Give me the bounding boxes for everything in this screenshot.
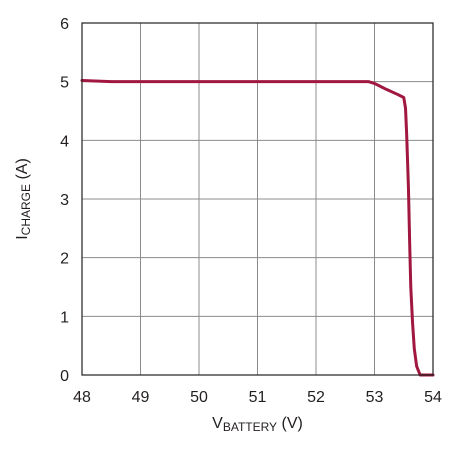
series-layer	[80, 78, 435, 377]
y-tick-label: 5	[60, 75, 69, 92]
x-tick-label: 53	[366, 389, 384, 406]
x-tick-label: 48	[73, 389, 91, 406]
y-tick-label: 6	[60, 16, 69, 33]
x-axis-label: VBATTERY (V)	[212, 415, 303, 434]
y-tick-labels: 0 1 2 3 4 5 6	[60, 16, 69, 385]
x-tick-label: 49	[132, 389, 150, 406]
y-axis-label-main: I	[14, 235, 31, 239]
x-tick-label: 51	[249, 389, 267, 406]
y-tick-label: 3	[60, 192, 69, 209]
x-axis-label-subscript: BATTERY	[223, 420, 277, 434]
y-axis-label: ICHARGE (A)	[14, 158, 33, 240]
y-tick-label: 1	[60, 309, 69, 326]
x-tick-label: 54	[424, 389, 442, 406]
plot-frame	[81, 22, 434, 376]
x-tick-labels: 48 49 50 51 52 53 54	[73, 389, 442, 406]
y-axis-label-subscript: CHARGE	[19, 184, 33, 235]
x-axis-label-unit: (V)	[277, 415, 303, 432]
y-tick-label: 0	[60, 368, 69, 385]
y-tick-label: 4	[60, 133, 69, 150]
charge-current-series-line	[80, 78, 435, 377]
x-axis-label-main: V	[212, 415, 223, 432]
x-tick-label: 52	[307, 389, 325, 406]
y-tick-label: 2	[60, 251, 69, 268]
y-axis-label-unit: (A)	[14, 158, 31, 184]
grid-lines	[82, 23, 433, 375]
x-tick-label: 50	[190, 389, 208, 406]
